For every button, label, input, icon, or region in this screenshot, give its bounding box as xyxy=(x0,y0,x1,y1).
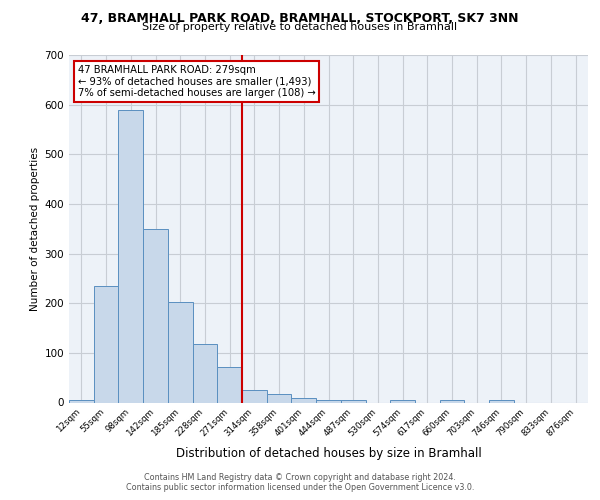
Bar xyxy=(341,400,365,402)
Bar xyxy=(489,400,514,402)
Bar xyxy=(69,400,94,402)
Bar xyxy=(292,398,316,402)
Text: Contains public sector information licensed under the Open Government Licence v3: Contains public sector information licen… xyxy=(126,484,474,492)
Bar xyxy=(118,110,143,403)
Bar xyxy=(316,400,341,402)
Bar xyxy=(193,344,217,403)
Y-axis label: Number of detached properties: Number of detached properties xyxy=(31,146,40,311)
Text: 47, BRAMHALL PARK ROAD, BRAMHALL, STOCKPORT, SK7 3NN: 47, BRAMHALL PARK ROAD, BRAMHALL, STOCKP… xyxy=(81,12,519,26)
X-axis label: Distribution of detached houses by size in Bramhall: Distribution of detached houses by size … xyxy=(176,446,481,460)
Bar xyxy=(94,286,118,403)
Bar xyxy=(267,394,292,402)
Text: Size of property relative to detached houses in Bramhall: Size of property relative to detached ho… xyxy=(142,22,458,32)
Bar xyxy=(143,229,168,402)
Bar xyxy=(168,302,193,402)
Bar xyxy=(242,390,267,402)
Text: Contains HM Land Registry data © Crown copyright and database right 2024.: Contains HM Land Registry data © Crown c… xyxy=(144,472,456,482)
Bar xyxy=(217,367,242,402)
Text: 47 BRAMHALL PARK ROAD: 279sqm
← 93% of detached houses are smaller (1,493)
7% of: 47 BRAMHALL PARK ROAD: 279sqm ← 93% of d… xyxy=(77,65,316,98)
Bar xyxy=(390,400,415,402)
Bar xyxy=(440,400,464,402)
